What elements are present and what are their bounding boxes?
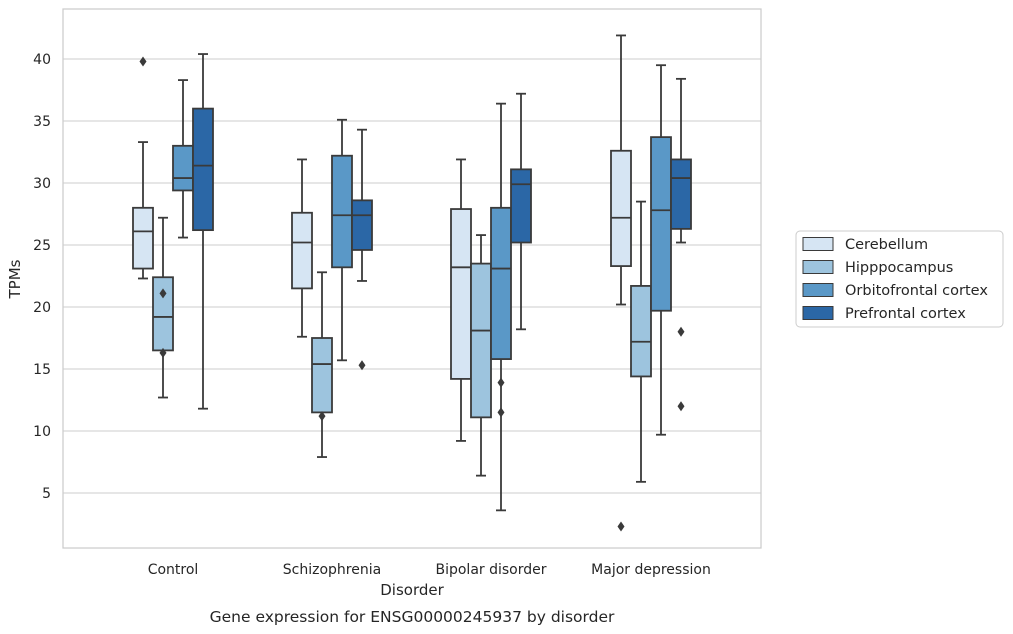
legend: Cerebellum Hipppocampus Orbitofrontal cort… (795, 230, 1004, 328)
iqr-box (132, 206, 154, 270)
box-group (351, 128, 373, 371)
legend-swatch (802, 260, 834, 274)
iqr-box (510, 168, 532, 244)
box-group (450, 158, 472, 442)
box-group (670, 77, 692, 412)
y-tick-label: 30 (33, 176, 51, 192)
legend-swatch (802, 237, 834, 251)
x-tick-label: Control (148, 562, 199, 578)
x-tick-label: Bipolar disorder (435, 562, 546, 578)
box-group (331, 118, 353, 362)
outlier-point (677, 326, 685, 337)
outlier-point (497, 407, 505, 418)
box-group (311, 271, 333, 458)
legend-label: Cerebellum (845, 237, 928, 253)
legend-frame (795, 230, 1004, 328)
iqr-box (650, 136, 672, 312)
legend-label: Orbitofrontal cortex (845, 283, 988, 299)
x-axis-label: Disorder (380, 581, 444, 599)
iqr-box (490, 206, 512, 360)
iqr-box (351, 199, 373, 251)
x-tick-label: Major depression (591, 562, 711, 578)
iqr-box (450, 208, 472, 380)
x-axis-ticks: Control Schizophrenia Bipolar disorder Majo… (148, 562, 711, 578)
y-tick-label: 15 (33, 362, 51, 378)
iqr-box (152, 276, 174, 352)
box-group (510, 92, 532, 331)
chart-caption: Gene expression for ENSG00000245937 by d… (210, 608, 615, 626)
box-group (291, 158, 313, 338)
y-axis-label: TPMs (6, 259, 24, 299)
box-group (172, 79, 194, 239)
outlier-point (159, 347, 167, 358)
y-tick-label: 20 (33, 300, 51, 316)
iqr-box (311, 337, 333, 414)
box-group (630, 200, 652, 483)
x-tick-label: Schizophrenia (283, 562, 381, 578)
y-tick-label: 40 (33, 52, 51, 68)
plot-frame (62, 8, 762, 549)
box-group (132, 56, 154, 280)
iqr-box (470, 262, 492, 419)
iqr-box (670, 158, 692, 230)
legend-label: Hipppocampus (845, 260, 953, 276)
legend-label: Prefrontal cortex (845, 306, 966, 322)
outlier-point (497, 377, 505, 388)
outlier-point (677, 401, 685, 412)
y-tick-label: 35 (33, 114, 51, 130)
outlier-point (617, 521, 625, 532)
outlier-point (159, 288, 167, 299)
box-group (610, 34, 632, 532)
box-group (152, 216, 174, 399)
box-plots (132, 34, 692, 532)
iqr-box (610, 149, 632, 267)
iqr-box (291, 211, 313, 290)
box-group (490, 102, 512, 512)
iqr-box (630, 285, 652, 378)
iqr-box (192, 107, 214, 232)
outlier-point (318, 411, 326, 422)
outlier-point (358, 360, 366, 371)
box-group (470, 234, 492, 477)
y-tick-label: 25 (33, 238, 51, 254)
iqr-box (172, 144, 194, 192)
y-tick-label: 10 (33, 424, 51, 440)
y-axis-ticks: 5 10 15 20 25 30 35 40 (33, 52, 51, 502)
legend-swatch (802, 283, 834, 297)
iqr-box (331, 154, 353, 269)
legend-swatch (802, 306, 834, 320)
outlier-point (139, 56, 147, 67)
y-tick-label: 5 (42, 486, 51, 502)
box-group (192, 53, 214, 410)
